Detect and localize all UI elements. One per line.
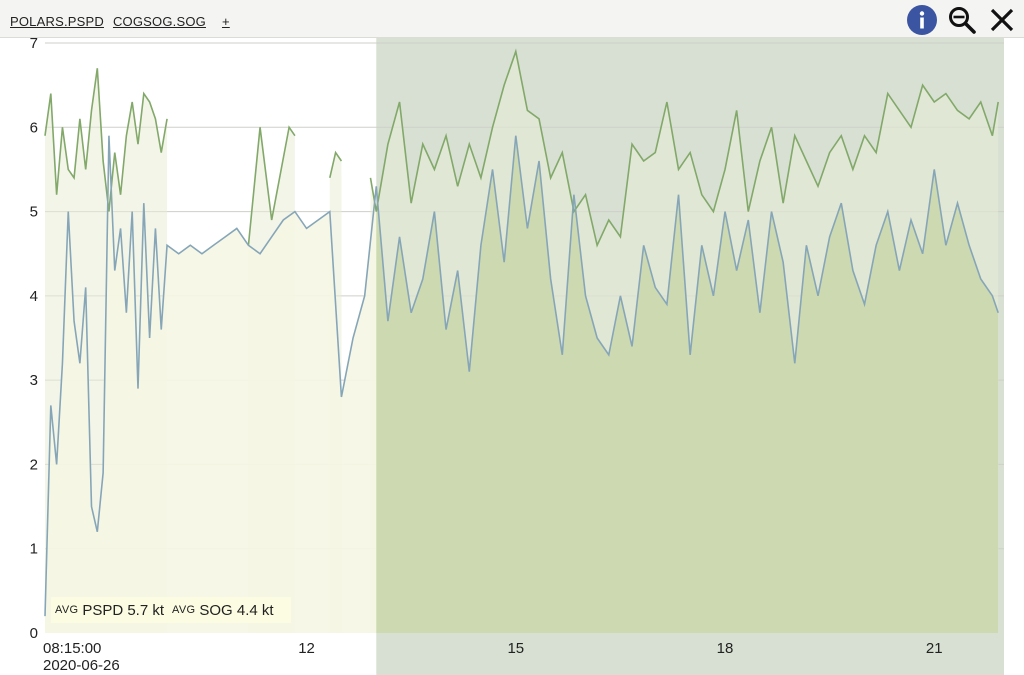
x-tick-label: 21: [926, 640, 943, 657]
y-tick-label: 1: [30, 541, 38, 558]
avg-prefix-sog: AVG: [172, 604, 196, 616]
y-tick-label: 0: [30, 625, 38, 642]
pspd-line-segment-3: [369, 48, 999, 248]
x-tick-label: 18: [717, 640, 734, 657]
sog-area-selected: [376, 135, 999, 633]
y-tick-label: 5: [30, 204, 38, 221]
sog-line: [44, 135, 999, 617]
toolbar-icons: [906, 4, 1018, 36]
avg-pspd-value: PSPD 5.7 kt: [82, 601, 165, 619]
y-tick-label: 2: [30, 456, 38, 473]
x-tick-label: 08:15:00: [43, 640, 101, 657]
x-tick-label: 15: [507, 640, 524, 657]
zoom-icon[interactable]: [946, 4, 978, 36]
tab-cogsog-sog[interactable]: COGSOG.SOG: [112, 14, 206, 29]
close-icon[interactable]: [986, 4, 1018, 36]
y-tick-label: 6: [30, 119, 38, 136]
add-tab-button[interactable]: +: [221, 14, 230, 29]
y-tick-label: 7: [30, 35, 38, 52]
y-tick-label: 4: [30, 288, 38, 305]
info-icon[interactable]: [906, 4, 938, 36]
pspd-line-segment-0: [44, 68, 168, 212]
avg-sog-value: SOG 4.4 kt: [199, 601, 274, 619]
x-date-label: 2020-06-26: [43, 657, 120, 674]
y-tick-label: 3: [30, 372, 38, 389]
x-tick-label: 12: [298, 640, 315, 657]
pspd-line-segment-1: [247, 125, 296, 246]
top-toolbar: POLARS.PSPD COGSOG.SOG +: [0, 0, 1024, 38]
source-tabs: POLARS.PSPD COGSOG.SOG +: [10, 14, 230, 29]
tab-polars-pspd[interactable]: POLARS.PSPD: [10, 14, 104, 29]
average-stats-box: AVG PSPD 5.7 kt AVG SOG 4.4 kt: [51, 597, 291, 623]
avg-prefix-pspd: AVG: [55, 604, 79, 616]
